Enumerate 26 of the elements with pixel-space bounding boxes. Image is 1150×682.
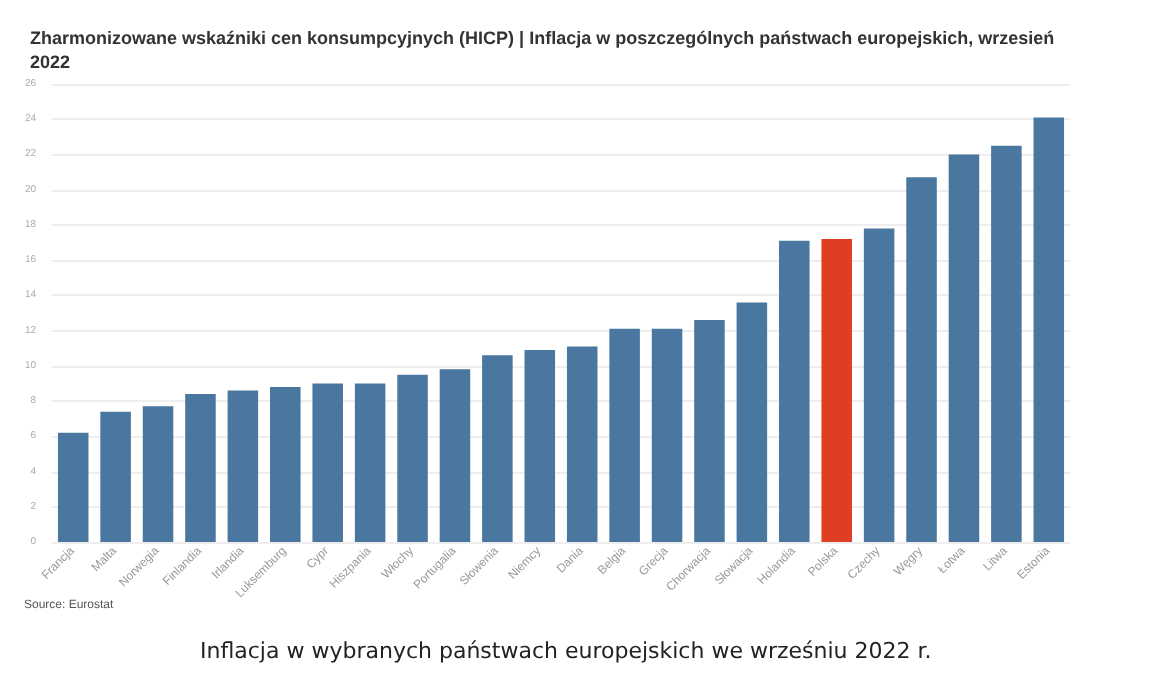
bar — [863, 228, 895, 542]
bar — [821, 239, 852, 542]
bar — [142, 406, 174, 542]
bar — [906, 177, 937, 542]
bar — [991, 145, 1022, 542]
bar — [694, 320, 725, 542]
bar — [609, 328, 640, 542]
bar — [566, 346, 598, 542]
bar — [57, 432, 89, 542]
bar — [779, 240, 810, 542]
bar — [439, 369, 471, 542]
bar — [736, 302, 768, 542]
bar — [312, 383, 343, 542]
bar — [524, 349, 556, 542]
bar — [482, 355, 513, 542]
bar — [100, 411, 131, 542]
bar — [948, 154, 980, 542]
bar — [651, 328, 683, 542]
text: Inflacja w wybranych państwach europejskich we wrześniu 2022 r. — [200, 638, 932, 664]
bar — [270, 386, 301, 542]
bar — [397, 374, 428, 542]
bar — [227, 390, 259, 542]
bar — [185, 394, 216, 542]
bar — [1033, 117, 1065, 542]
chart-title: Zharmonizowane wskaźniki cen konsumpcyjnych (HICP) | Inflacja w poszczególnych państwach europejskich, wrzesień 2022 — [30, 28, 1060, 72]
bar — [354, 383, 386, 542]
